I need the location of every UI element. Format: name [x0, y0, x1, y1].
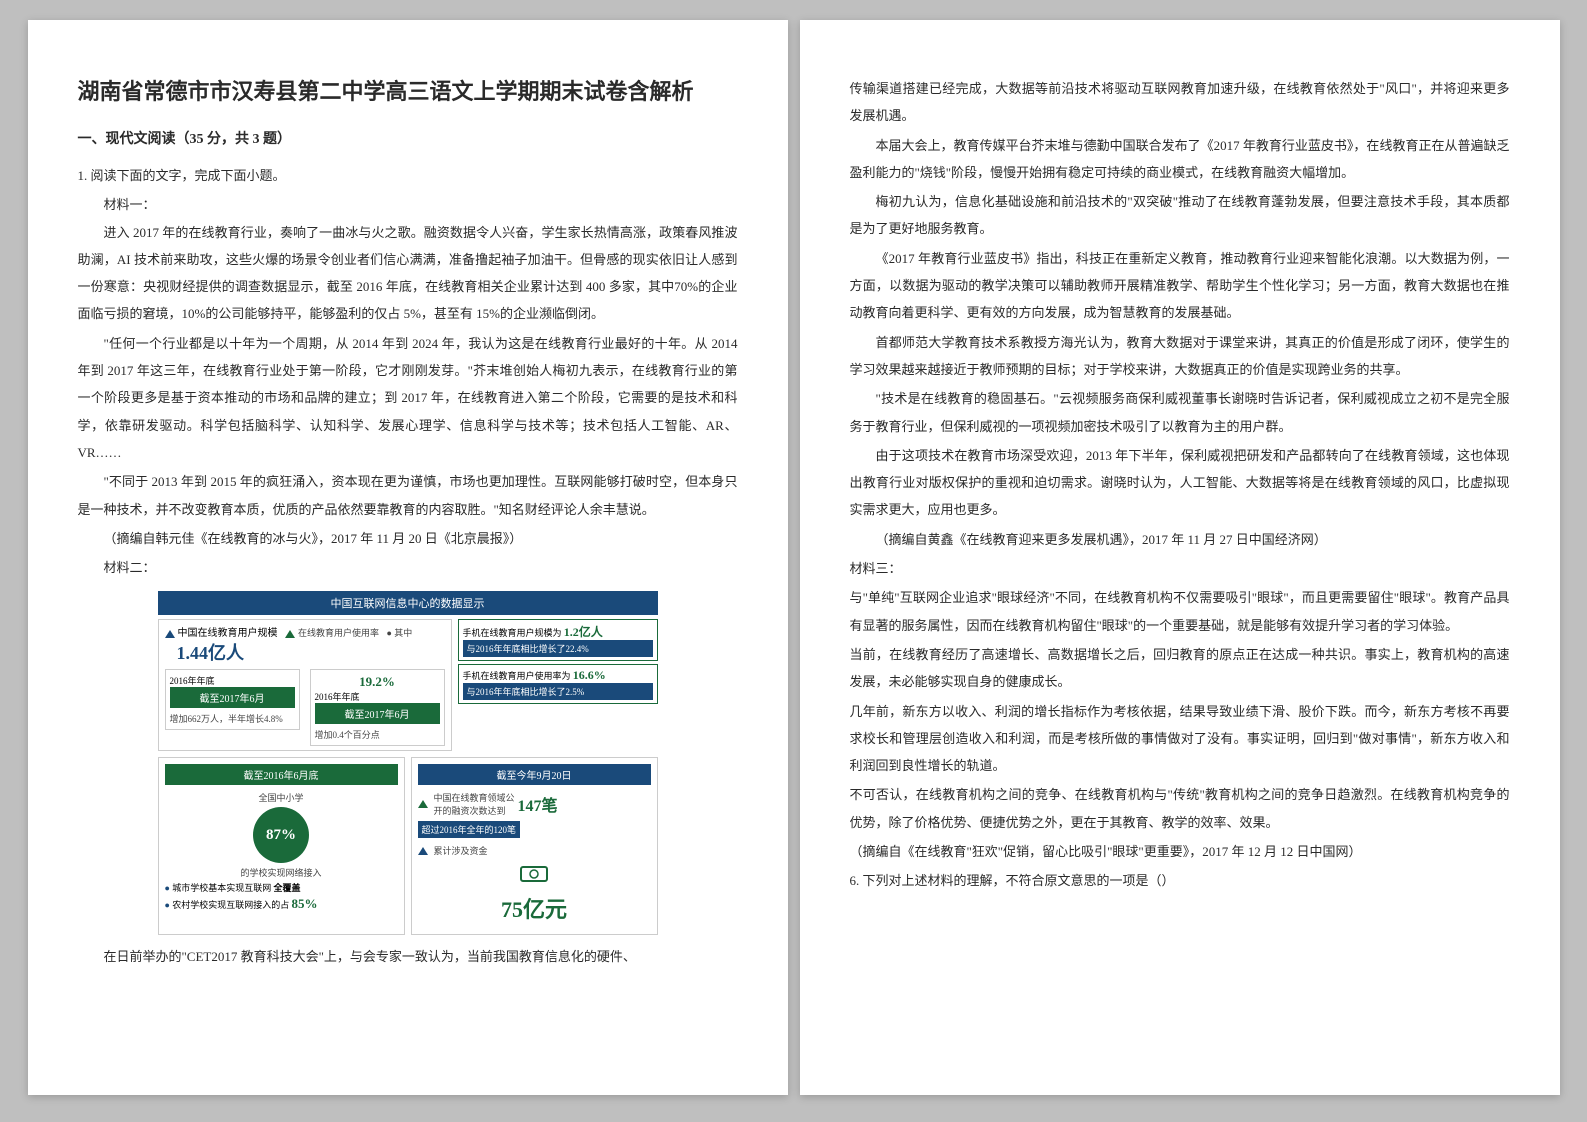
panelL-line3-pct: 85%: [291, 896, 317, 911]
triangle-icon: [285, 630, 295, 638]
m2-source: （摘编自黄鑫《在线教育迎来更多发展机遇》，2017 年 11 月 27 日中国经…: [850, 526, 1510, 553]
page-1: 湖南省常德市市汉寿县第二中学高三语文上学期期末试卷含解析 一、现代文阅读（35 …: [28, 20, 788, 1095]
m1-source: （摘编自韩元佳《在线教育的冰与火》，2017 年 11 月 20 日《北京晨报》…: [78, 525, 738, 552]
info-cols: 2016年年底 截至2017年6月 增加662万人，半年增长4.8% 19.2%…: [165, 669, 445, 746]
triangle-icon: [418, 847, 428, 855]
panelL-line1: 的学校实现网络接入: [165, 866, 398, 879]
page-container: 湖南省常德市市汉寿县第二中学高三语文上学期期末试卷含解析 一、现代文阅读（35 …: [28, 20, 1560, 1095]
col-r-year: 2016年年底: [315, 690, 440, 703]
panelR-line1a: 中国在线教育领域公: [434, 793, 515, 803]
col-right: 19.2% 2016年年底 截至2017年6月 增加0.4个百分点: [310, 669, 445, 746]
badge1-num: 1.2亿人: [564, 625, 603, 639]
badge2-text: 手机在线教育用户使用率为: [463, 671, 571, 681]
col-r-date: 截至2017年6月: [315, 703, 440, 724]
panelL-line2: ● 城市学校基本实现互联网 全覆盖: [165, 881, 398, 894]
page-2: 传输渠道搭建已经完成，大数据等前沿技术将驱动互联网教育加速升级，在线教育依然处于…: [800, 20, 1560, 1095]
m3-p3: 几年前，新东方以收入、利润的增长指标作为考核依据，结果导致业绩下滑、股价下跌。而…: [850, 698, 1510, 780]
badge1-text: 手机在线教育用户规模为: [463, 628, 562, 638]
panelL-circle: 87%: [253, 807, 309, 863]
m2-p3: 梅初九认为，信息化基础设施和前沿技术的"双突破"推动了在线教育蓬勃发展，但要注意…: [850, 188, 1510, 243]
panelL-header: 截至2016年6月底: [165, 764, 398, 785]
info-right-panel: 手机在线教育用户规模为 1.2亿人 与2016年年底相比增长了22.4% 手机在…: [458, 619, 658, 751]
panelL-line2b: 全覆盖: [273, 883, 300, 893]
m3-p1: 与"单纯"互联网企业追求"眼球经济"不同，在线教育机构不仅需要吸引"眼球"，而且…: [850, 584, 1510, 639]
panelR-header: 截至今年9月20日: [418, 764, 651, 785]
m1-para-3: "不同于 2013 年到 2015 年的疯狂涌入，资本现在更为谨慎，市场也更加理…: [78, 468, 738, 523]
panelR-line1b: 开的融资次数达到: [434, 806, 506, 816]
panel-right: 截至今年9月20日 中国在线教育领域公开的融资次数达到 147笔 超过2016年…: [411, 757, 658, 935]
m1-para-2: "任何一个行业都是以十年为一个周期，从 2014 年到 2024 年，我认为这是…: [78, 330, 738, 466]
col-l-year: 2016年年底: [170, 674, 295, 687]
m2-p6: "技术是在线教育的稳固基石。"云视频服务商保利威视董事长谢晓时告诉记者，保利威视…: [850, 385, 1510, 440]
panelR-bignum: 75亿元: [418, 892, 651, 924]
question-1: 1. 阅读下面的文字，完成下面小题。: [78, 162, 738, 189]
panel-left: 截至2016年6月底 全国中小学 87% 的学校实现网络接入 ● 城市学校基本实…: [158, 757, 405, 935]
panelR-line1: 中国在线教育领域公开的融资次数达到 147笔: [418, 791, 651, 817]
info-header: 中国互联网信息中心的数据显示: [158, 591, 658, 615]
left-bignum: 1.44亿人: [177, 639, 445, 665]
m2-p5: 首都师范大学教育技术系教授方海光认为，教育大数据对于课堂来讲，其真正的价值是形成…: [850, 329, 1510, 384]
col-l-date: 截至2017年6月: [170, 687, 295, 708]
info-row-2: 截至2016年6月底 全国中小学 87% 的学校实现网络接入 ● 城市学校基本实…: [158, 757, 658, 935]
infographic: 中国互联网信息中心的数据显示 中国在线教育用户规模 在线教育用户使用率 ● 其中…: [158, 591, 658, 935]
m3-source: （摘编自《在线教育"狂欢"促销，留心比吸引"眼球"更重要》，2017 年 12 …: [850, 838, 1510, 865]
section-1-title: 一、现代文阅读（35 分，共 3 题）: [78, 128, 738, 148]
m2-p4: 《2017 年教育行业蓝皮书》指出，科技正在重新定义教育，推动教育行业迎来智能化…: [850, 245, 1510, 327]
m2-p2: 本届大会上，教育传媒平台芥末堆与德勤中国联合发布了《2017 年教育行业蓝皮书》…: [850, 132, 1510, 187]
triangle-icon: [165, 630, 175, 638]
badge-2: 手机在线教育用户使用率为 16.6% 与2016年年底相比增长了2.5%: [458, 664, 658, 704]
badge1-sub: 与2016年年底相比增长了22.4%: [463, 640, 653, 657]
question-6: 6. 下列对上述材料的理解，不符合原文意思的一项是（）: [850, 867, 1510, 894]
material-1-label: 材料一：: [78, 191, 738, 218]
m2-p1-start: 在日前举办的"CET2017 教育科技大会"上，与会专家一致认为，当前我国教育信…: [78, 943, 738, 970]
panelR-line2: 累计涉及资金: [418, 844, 651, 857]
panelL-line2a: 城市学校基本实现互联网: [172, 883, 271, 893]
panelL-line3-text: 农村学校实现互联网接入的占: [172, 900, 289, 910]
badge2-num: 16.6%: [573, 668, 606, 682]
document-title: 湖南省常德市市汉寿县第二中学高三语文上学期期末试卷含解析: [78, 75, 738, 108]
triangle-icon: [418, 800, 428, 808]
badge-1: 手机在线教育用户规模为 1.2亿人 与2016年年底相比增长了22.4%: [458, 619, 658, 661]
col-left: 2016年年底 截至2017年6月 增加662万人，半年增长4.8%: [165, 669, 300, 730]
material-2-label: 材料二：: [78, 554, 738, 581]
left-sub-sep: ● 其中: [387, 628, 413, 638]
panelR-line1-num: 147笔: [518, 792, 558, 816]
col-l-change: 增加662万人，半年增长4.8%: [170, 712, 295, 725]
left-sub-label: 在线教育用户使用率: [298, 628, 379, 638]
m3-p2: 当前，在线教育经历了高速增长、高数据增长之后，回归教育的原点正在达成一种共识。事…: [850, 641, 1510, 696]
info-row-1: 中国在线教育用户规模 在线教育用户使用率 ● 其中 1.44亿人 2016年年底…: [158, 619, 658, 751]
panelL-line3: ● 农村学校实现互联网接入的占 85%: [165, 896, 398, 912]
col-r-pct: 19.2%: [359, 674, 395, 689]
badge2-sub: 与2016年年底相比增长了2.5%: [463, 683, 653, 700]
m1-para-1: 进入 2017 年的在线教育行业，奏响了一曲冰与火之歌。融资数据令人兴奋，学生家…: [78, 219, 738, 328]
m2-p7: 由于这项技术在教育市场深受欢迎，2013 年下半年，保利威视把研发和产品都转向了…: [850, 442, 1510, 524]
m2-p1-cont: 传输渠道搭建已经完成，大数据等前沿技术将驱动互联网教育加速升级，在线教育依然处于…: [850, 75, 1510, 130]
panelR-bar: 超过2016年全年的120笔: [418, 821, 521, 838]
left-line1: 中国在线教育用户规模: [178, 628, 278, 639]
material-3-label: 材料三：: [850, 555, 1510, 582]
panelL-sub: 全国中小学: [165, 791, 398, 804]
m3-p4: 不可否认，在线教育机构之间的竞争、在线教育机构与"传统"教育机构之间的竞争日趋激…: [850, 781, 1510, 836]
panelR-line2-text: 累计涉及资金: [434, 844, 488, 857]
info-left-panel: 中国在线教育用户规模 在线教育用户使用率 ● 其中 1.44亿人 2016年年底…: [158, 619, 452, 751]
col-r-change: 增加0.4个百分点: [315, 728, 440, 741]
money-icon: [517, 859, 551, 885]
